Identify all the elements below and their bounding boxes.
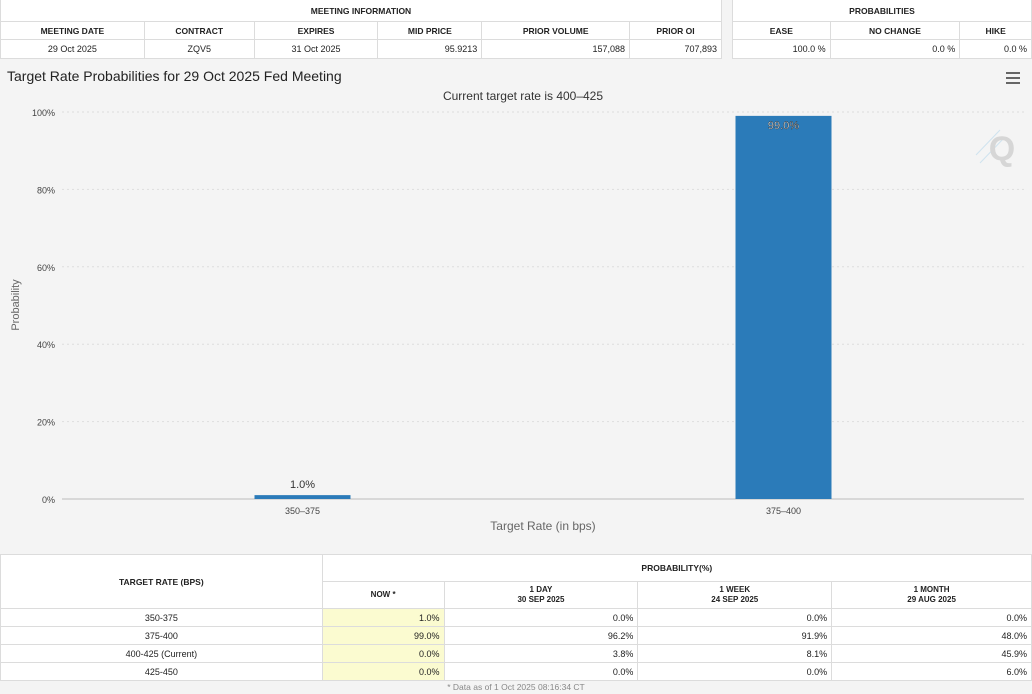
bar [735,115,832,500]
rate-cell: 375-400 [0,626,323,645]
bar-value-label: 99.0% [768,120,799,132]
rate-cell: 425-450 [0,662,323,681]
meeting-info-title: MEETING INFORMATION [0,0,722,22]
meeting-date-value: 29 Oct 2025 [0,39,145,59]
prior-volume-header: PRIOR VOLUME [481,21,631,40]
one-month-header: 1 MONTH 29 AUG 2025 [831,581,1032,609]
table-row: 375-400 99.0% 96.2% 91.9% 48.0% [0,626,1032,645]
y-axis-label: Probability [10,279,22,331]
rate-cell: 350-375 [0,608,323,627]
menu-icon[interactable] [1006,72,1020,84]
no-change-header: NO CHANGE [829,21,961,40]
chart-grid [62,111,1024,500]
week-cell: 8.1% [637,644,833,663]
meeting-info-table: MEETING INFORMATION MEETING DATE CONTRAC… [0,0,722,59]
expires-value: 31 Oct 2025 [253,39,379,59]
probability-bar-chart: Current target rate is 400–425 0% 20% 40% 6… [10,89,1024,533]
rate-cell: 400-425 (Current) [0,644,323,663]
target-rate-header: TARGET RATE (BPS) [0,554,323,609]
table-row: 425-450 0.0% 0.0% 0.0% 6.0% [0,662,1032,681]
day-cell: 3.8% [443,644,639,663]
meeting-date-header: MEETING DATE [0,21,145,40]
month-cell: 45.9% [831,644,1032,663]
probabilities-table: PROBABILITIES EASE NO CHANGE HIKE 100.0 … [732,0,1032,59]
probability-group-header: PROBABILITY(%) [321,554,1032,582]
prior-oi-value: 707,893 [629,39,722,59]
prior-oi-header: PRIOR OI [629,21,722,40]
month-cell: 0.0% [831,608,1032,627]
y-tick-label: 100% [32,108,55,118]
mid-price-header: MID PRICE [377,21,483,40]
x-tick-label: 350–375 [285,506,320,516]
expires-header: EXPIRES [253,21,379,40]
day-cell: 96.2% [443,626,639,645]
ease-header: EASE [732,21,831,40]
chart-subtitle: Current target rate is 400–425 [443,89,603,103]
now-cell: 99.0% [321,626,445,645]
hike-value: 0.0 % [959,39,1032,59]
y-tick-label: 0% [42,495,55,505]
now-cell: 0.0% [321,644,445,663]
day-cell: 0.0% [443,608,639,627]
now-header: NOW * [321,581,445,609]
bar [254,495,351,499]
x-tick-label: 375–400 [766,506,801,516]
probability-history-table: TARGET RATE (BPS) PROBABILITY(%) NOW * 1… [0,554,1032,681]
now-cell: 0.0% [321,662,445,681]
table-row: 400-425 (Current) 0.0% 3.8% 8.1% 45.9% [0,644,1032,663]
y-tick-label: 20% [37,418,55,428]
no-change-value: 0.0 % [829,39,961,59]
chart-bars: 1.0% 99.0% [254,115,832,500]
contract-value: ZQV5 [143,39,255,59]
day-cell: 0.0% [443,662,639,681]
mid-price-value: 95.9213 [377,39,483,59]
bar-value-label: 1.0% [290,479,315,491]
prior-volume-value: 157,088 [481,39,631,59]
week-cell: 91.9% [637,626,833,645]
svg-text:Q: Q [989,130,1015,168]
now-cell: 1.0% [321,608,445,627]
probabilities-title: PROBABILITIES [732,0,1032,22]
ease-value: 100.0 % [732,39,831,59]
one-day-header: 1 DAY 30 SEP 2025 [443,581,639,609]
month-cell: 6.0% [831,662,1032,681]
watermark-logo: Q [975,129,1015,168]
y-tick-label: 60% [37,263,55,273]
week-cell: 0.0% [637,662,833,681]
month-cell: 48.0% [831,626,1032,645]
data-timestamp-footnote: * Data as of 1 Oct 2025 08:16:34 CT [447,682,585,692]
y-axis-ticks: 0% 20% 40% 60% 80% 100% [32,108,55,505]
y-tick-label: 80% [37,185,55,195]
one-week-header: 1 WEEK 24 SEP 2025 [637,581,833,609]
y-tick-label: 40% [37,340,55,350]
hike-header: HIKE [959,21,1032,40]
table-row: 350-375 1.0% 0.0% 0.0% 0.0% [0,608,1032,627]
week-cell: 0.0% [637,608,833,627]
contract-header: CONTRACT [143,21,255,40]
x-axis-ticks: 350–375 375–400 [285,506,801,516]
chart-title: Target Rate Probabilities for 29 Oct 202… [7,68,342,84]
x-axis-label: Target Rate (in bps) [490,519,595,533]
